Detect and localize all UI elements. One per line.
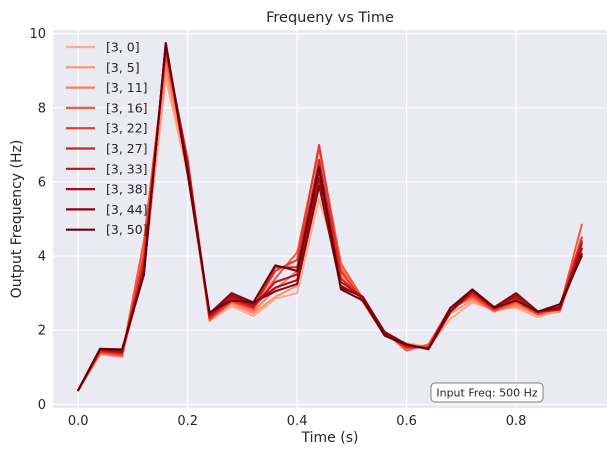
y-tick-label: 10 xyxy=(29,27,46,42)
legend-label: [3, 16] xyxy=(106,100,148,115)
x-tick-label: 0.8 xyxy=(506,414,527,429)
annotation-text: Input Freq: 500 Hz xyxy=(436,387,538,400)
legend-label: [3, 5] xyxy=(106,60,140,75)
y-tick-label: 2 xyxy=(38,324,46,339)
annotation-background xyxy=(430,382,544,403)
legend-label: [3, 44] xyxy=(106,202,148,217)
legend-label: [3, 0] xyxy=(106,40,140,55)
legend: [3, 0] [3, 5] [3, 11] [3, 16] [3, 22] [3, 27]… xyxy=(66,40,148,237)
series-layer xyxy=(77,42,583,392)
y-tick-label: 6 xyxy=(38,175,46,190)
chart-title: Frequeny vs Time xyxy=(266,10,394,26)
x-tick-label: 0.0 xyxy=(68,414,89,429)
legend-label: [3, 11] xyxy=(106,80,148,95)
y-tick-label: 4 xyxy=(38,250,46,265)
y-axis-label: Output Frequency (Hz) xyxy=(9,140,25,299)
legend-label: [3, 50] xyxy=(106,222,148,237)
legend-label: [3, 27] xyxy=(106,141,148,156)
x-tick-label: 0.4 xyxy=(287,414,308,429)
x-tick-labels: 0.0 0.2 0.4 0.6 0.8 xyxy=(68,414,527,429)
y-tick-label: 8 xyxy=(38,101,46,116)
x-tick-label: 0.6 xyxy=(396,414,417,429)
x-axis-label: Time (s) xyxy=(301,430,359,446)
legend-label: [3, 38] xyxy=(106,182,148,197)
y-tick-labels: 0 2 4 6 8 10 xyxy=(29,27,46,413)
y-tick-label: 0 xyxy=(38,398,46,413)
legend-label: [3, 22] xyxy=(106,121,148,136)
legend-label: [3, 33] xyxy=(106,161,148,176)
annotation-box: Input Freq: 500 Hz xyxy=(430,382,544,403)
x-tick-label: 0.2 xyxy=(177,414,198,429)
series-line xyxy=(77,42,583,392)
